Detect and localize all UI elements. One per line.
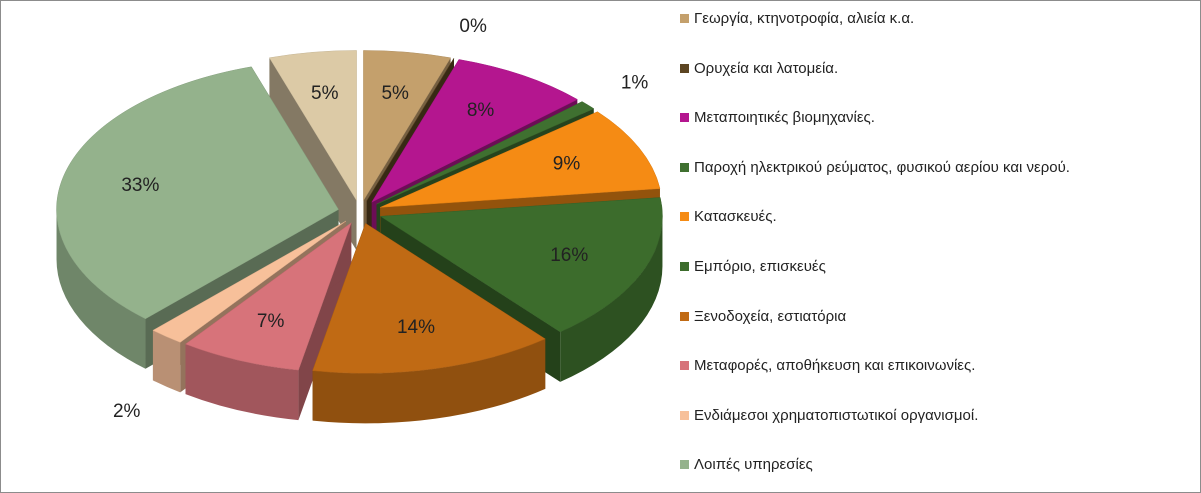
data-label: 33% (121, 175, 159, 196)
legend-item: Εμπόριο, επισκευές (680, 255, 1149, 279)
legend-item: Μεταποιητικές βιομηχανίες. (680, 106, 1149, 130)
data-label: 8% (467, 100, 495, 121)
legend-item: Μεταφορές, αποθήκευση και επικοινωνίες. (680, 354, 1149, 378)
slice (379, 197, 663, 333)
legend-item: Γεωργία, κτηνοτροφία, αλιεία κ.α. (680, 7, 1149, 31)
data-label: 16% (550, 245, 588, 266)
slice (376, 101, 595, 205)
slice-side (560, 216, 663, 382)
legend-swatch (680, 410, 689, 420)
legend-item: Κατασκευές. (680, 205, 1149, 229)
data-label: 0% (459, 16, 487, 37)
legend-swatch (680, 311, 689, 321)
legend-label: Ορυχεία και λατομεία. (694, 59, 839, 77)
slice-group (184, 222, 352, 421)
legend-label: Λοιπές υπηρεσίες (694, 456, 813, 474)
legend-item: Ορυχεία και λατομεία. (680, 57, 1149, 81)
legend-label: Γεωργία, κτηνοτροφία, αλιεία κ.α. (694, 10, 915, 27)
data-label: 9% (553, 153, 581, 174)
slice (152, 220, 347, 343)
slice-side (56, 209, 146, 369)
slice-group (312, 222, 546, 424)
slice-group (269, 50, 357, 251)
legend-label: Μεταποιητικές βιομηχανίες. (694, 109, 875, 127)
legend-item: Λοιπές υπηρεσίες (680, 453, 1149, 477)
slice (380, 111, 661, 208)
legend-label: Μεταφορές, αποθήκευση και επικοινωνίες. (694, 357, 976, 375)
data-label: 14% (397, 317, 435, 338)
legend-swatch (680, 262, 689, 271)
legend-swatch (680, 14, 689, 23)
legend-label: Εμπόριο, επισκευές (694, 258, 826, 275)
slice (363, 50, 451, 202)
slice (184, 222, 352, 371)
legend-swatch (680, 460, 689, 470)
data-label: 5% (381, 83, 409, 104)
legend-item: Ξενοδοχεία, εστιατόρια (680, 305, 1149, 329)
legend-swatch (680, 361, 689, 371)
legend-label: Παροχή ηλεκτρικού ρεύματος, φυσικού αερί… (694, 158, 1070, 176)
slice-wall (269, 57, 357, 251)
slice-side (312, 338, 546, 424)
data-label: 2% (113, 401, 141, 422)
data-label: 5% (311, 83, 339, 104)
slice (371, 59, 578, 203)
legend-label: Ενδιάμεσοι χρηματοπιστωτικοί οργανισμοί. (694, 406, 979, 424)
data-label: 1% (621, 72, 649, 93)
legend-label: Ξενοδοχεία, εστιατόρια (694, 307, 847, 325)
legend-swatch (680, 212, 689, 222)
data-label: 7% (257, 311, 285, 332)
legend-label: Κατασκευές. (694, 208, 777, 226)
slice (312, 222, 546, 374)
legend-item: Παροχή ηλεκτρικού ρεύματος, φυσικού αερί… (680, 156, 1149, 180)
slice-side (185, 344, 299, 421)
legend-item: Ενδιάμεσοι χρηματοπιστωτικοί οργανισμοί. (680, 404, 1149, 428)
legend-swatch (680, 162, 689, 172)
legend-swatch (680, 63, 689, 73)
slice (269, 50, 357, 202)
slice (366, 58, 455, 202)
legend-swatch (680, 113, 689, 123)
slice-side (152, 330, 181, 393)
slice (56, 66, 339, 320)
